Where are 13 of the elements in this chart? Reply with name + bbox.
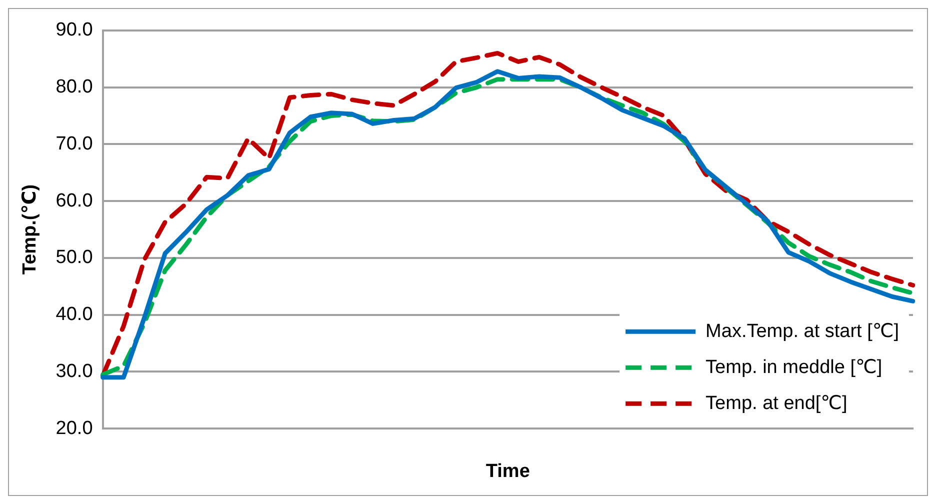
y-tick-label: 60.0 — [56, 190, 93, 212]
legend-label: Temp. in meddle [℃] — [706, 356, 882, 378]
y-tick-label: 70.0 — [56, 133, 93, 154]
legend-label: Max.Temp. at start [℃] — [706, 320, 900, 342]
y-tick-label: 90.0 — [56, 20, 93, 41]
y-tick-label: 40.0 — [56, 304, 93, 326]
x-axis-title: Time — [486, 460, 530, 482]
y-axis-title: Temp.(℃) — [20, 184, 41, 275]
y-tick-label: 50.0 — [56, 247, 93, 268]
legend-label: Temp. at end[℃] — [706, 392, 848, 414]
y-tick-label: 20.0 — [56, 418, 93, 439]
y-tick-label: 30.0 — [56, 360, 93, 382]
y-tick-label: 80.0 — [56, 76, 93, 98]
